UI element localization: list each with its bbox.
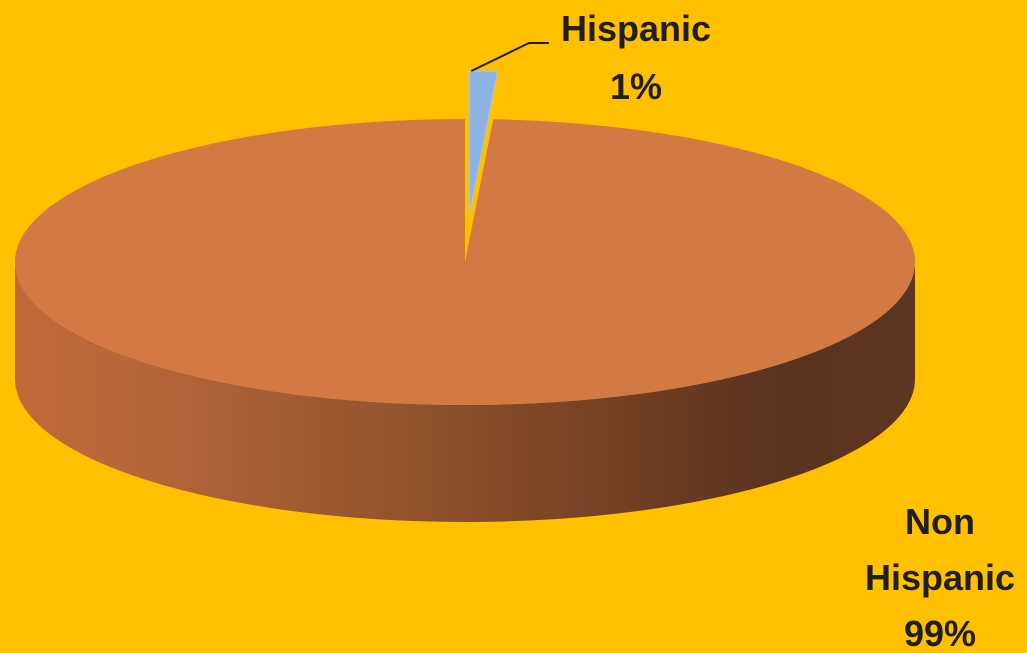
hispanic-data-label-line: 1% (610, 66, 662, 107)
non-hispanic-data-label-line: Non (905, 501, 975, 542)
hispanic-slice (468, 70, 499, 215)
non-hispanic-slice-side (15, 262, 915, 522)
pie-layer (14, 70, 915, 522)
non-hispanic-data-label-line: Hispanic (865, 557, 1015, 598)
non-hispanic-slice (14, 119, 915, 406)
hispanic-leader-line (470, 42, 549, 72)
label-layer: Hispanic 1% Non Hispanic 99% (561, 8, 1015, 653)
hispanic-data-label: Hispanic 1% (561, 8, 711, 107)
non-hispanic-data-label-line: 99% (904, 613, 976, 653)
leader-layer (470, 42, 549, 72)
hispanic-data-label-line: Hispanic (561, 8, 711, 49)
non-hispanic-data-label: Non Hispanic 99% (865, 501, 1015, 653)
